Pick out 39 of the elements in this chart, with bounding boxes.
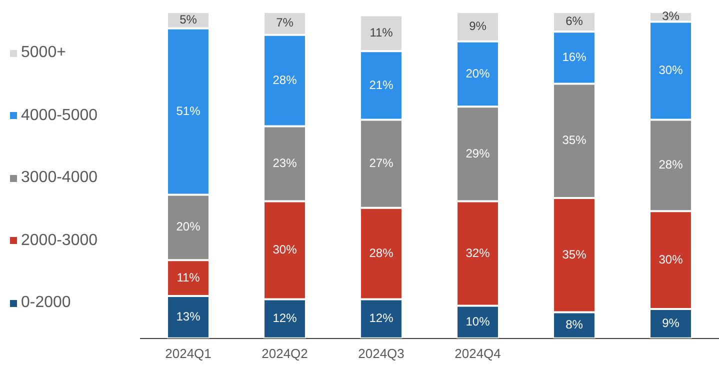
data-label: 35%: [562, 247, 587, 262]
data-label: 16%: [562, 50, 587, 64]
data-label: 13%: [176, 309, 201, 324]
x-tick-label: 2024Q3: [358, 346, 404, 361]
data-label: 9%: [469, 19, 487, 33]
data-label: 29%: [466, 146, 490, 160]
legend-label: 0-2000: [21, 294, 71, 312]
data-label: 12%: [369, 311, 394, 326]
data-label: 35%: [562, 133, 587, 148]
data-label: 21%: [369, 78, 394, 92]
data-label: 8%: [566, 318, 584, 332]
legend-label: 4000-5000: [21, 106, 98, 124]
data-label: 5%: [180, 12, 198, 26]
data-label: 11%: [176, 270, 200, 284]
data-label: 27%: [369, 156, 394, 170]
data-label: 10%: [466, 314, 490, 328]
legend-label: 5000+: [21, 44, 66, 62]
data-label: 9%: [662, 316, 680, 330]
x-tick-label: 2024Q4: [454, 346, 501, 361]
data-label: 51%: [176, 104, 201, 118]
x-tick-label: 2024Q1: [165, 346, 212, 361]
data-label: 30%: [272, 242, 298, 257]
data-label: 30%: [658, 63, 684, 78]
data-label: 20%: [176, 220, 201, 234]
data-label: 28%: [658, 158, 684, 172]
data-label: 12%: [272, 311, 298, 326]
data-label: 23%: [272, 156, 298, 170]
data-label: 28%: [369, 246, 394, 260]
data-label: 20%: [466, 66, 490, 80]
legend-label: 2000-3000: [21, 232, 98, 250]
data-label: 7%: [276, 16, 294, 30]
x-tick-label: 2024Q2: [262, 346, 308, 361]
data-label: 3%: [662, 9, 680, 24]
data-label: 32%: [466, 246, 490, 260]
data-label: 11%: [370, 26, 394, 40]
legend-label: 3000-4000: [21, 169, 98, 187]
data-label: 30%: [658, 252, 684, 266]
data-label: 6%: [566, 14, 584, 28]
data-label: 28%: [272, 72, 298, 87]
